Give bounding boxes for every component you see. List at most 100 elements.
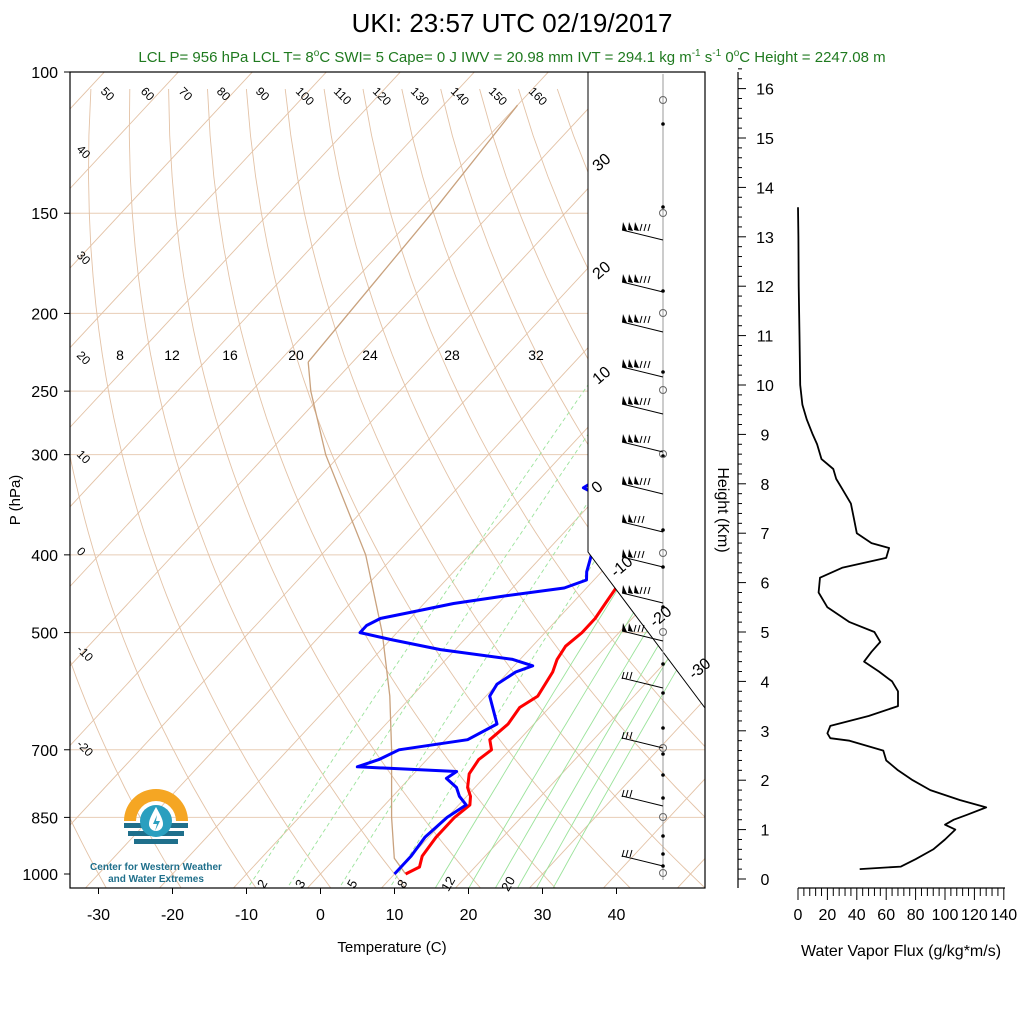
height-tick-label: 5 (761, 625, 770, 642)
height-tick-label: 10 (756, 378, 774, 395)
parcel-path (307, 362, 407, 875)
adiabat-label-left: 20 (74, 348, 94, 368)
adiabat-label: 100 (293, 84, 317, 108)
mixing-ratio-label: 28 (444, 347, 460, 363)
flux-tick-label: 0 (794, 907, 803, 924)
height-tick-label: 8 (761, 477, 770, 494)
mixing-ratio-line (338, 330, 704, 888)
wind-level-dot (661, 752, 665, 756)
x-tick-label: 10 (386, 907, 404, 924)
y-tick-label: 200 (31, 306, 58, 323)
wind-barb (621, 476, 664, 495)
isotherm-line (70, 72, 253, 269)
dry-adiabat (245, 88, 631, 888)
wind-barb (621, 789, 664, 807)
dry-adiabat (868, 89, 1024, 891)
dry-adiabat (713, 89, 1024, 891)
dry-adiabat (168, 88, 482, 888)
adiabat-label: 60 (138, 84, 158, 104)
dry-adiabat (207, 88, 556, 888)
isotherm-line (70, 72, 475, 508)
x-tick-label: 20 (460, 907, 478, 924)
isotherm-line (84, 221, 705, 888)
y-tick-label: 300 (31, 448, 58, 465)
adiabat-label-left: 0 (74, 544, 89, 559)
isotherm-line (158, 300, 705, 888)
adiabat-label: 50 (98, 84, 118, 104)
adiabat-label-left: -20 (74, 737, 96, 759)
logo-line-2: and Water Extremes (108, 874, 204, 885)
dry-adiabat (401, 88, 705, 677)
height-tick-label: 9 (761, 427, 770, 444)
x-tick-label: -30 (87, 907, 110, 924)
wind-level-circle (659, 549, 667, 557)
wind-level-dot (661, 796, 665, 800)
height-tick-label: 6 (761, 576, 770, 593)
flux-tick-label: 20 (819, 907, 837, 924)
adiabat-label-left: 40 (74, 142, 94, 162)
wind-level-dot (661, 662, 665, 666)
dry-adiabat (440, 88, 705, 607)
dry-adiabat (829, 89, 1024, 891)
wind-barb (621, 222, 664, 241)
chart-title: UKI: 23:57 UTC 02/19/2017 (351, 8, 673, 38)
wind-level-dot (661, 454, 665, 458)
wind-barb (621, 731, 664, 749)
wind-level-circle (659, 386, 667, 394)
mixing-ratio-label-bottom: 20 (498, 874, 518, 894)
flux-tick-label: 80 (907, 907, 925, 924)
y-axis-title: P (hPa) (7, 475, 24, 526)
wind-barb (621, 623, 664, 642)
isotherm-line (70, 72, 179, 190)
wind-barb (621, 274, 664, 293)
mixing-ratio-line (494, 534, 705, 888)
dry-adiabat (362, 88, 705, 748)
dry-adiabat (88, 88, 332, 888)
height-tick-label: 16 (756, 82, 774, 99)
x-tick-label: 30 (534, 907, 552, 924)
x-tick-label: -10 (235, 907, 258, 924)
wind-panel (588, 72, 720, 888)
wind-level-dot (661, 834, 665, 838)
flux-tick-label: 40 (848, 907, 866, 924)
wind-level-dot (661, 528, 665, 532)
logo-line-1: Center for Western Weather (90, 862, 222, 873)
adiabat-label: 150 (486, 84, 510, 108)
isotherm-line (70, 72, 549, 588)
wind-level-circle (659, 744, 667, 752)
isotherm-line (749, 35, 1024, 891)
wind-level-dot (661, 370, 665, 374)
y-tick-label: 150 (31, 206, 58, 223)
adiabat-label-left: 30 (74, 248, 94, 268)
height-tick-label: 12 (756, 279, 774, 296)
adiabat-label-left: 10 (74, 447, 94, 467)
y-tick-label: 100 (31, 65, 58, 82)
wind-level-dot (661, 691, 665, 695)
x-tick-label: 0 (316, 907, 325, 924)
dry-adiabat (284, 88, 705, 888)
wind-level-dot (661, 205, 665, 209)
logo-icon (124, 789, 188, 844)
wind-level-circle (659, 96, 667, 104)
wind-level-dot (661, 773, 665, 777)
dry-adiabat (791, 89, 1024, 891)
mixing-ratio-label: 24 (362, 347, 378, 363)
mixing-ratio-label-bottom: 12 (438, 874, 458, 894)
y-tick-label: 400 (31, 548, 58, 565)
wind-level-dot (661, 852, 665, 856)
isotherm-line (380, 539, 705, 888)
wind-level-circle (659, 869, 667, 877)
y-tick-label: 700 (31, 743, 58, 760)
height-tick-label: 1 (761, 823, 770, 840)
flux-axis-title: Water Vapor Flux (g/kg*m/s) (801, 943, 1001, 960)
mixing-ratio-line (517, 566, 705, 888)
x-tick-label: 40 (608, 907, 626, 924)
height-tick-label: 2 (761, 773, 770, 790)
isotherm-line (454, 619, 705, 888)
adiabat-label: 80 (214, 84, 234, 104)
dry-adiabat (70, 817, 107, 888)
wind-barb (621, 396, 664, 415)
mixing-ratio-line (247, 330, 627, 888)
dry-adiabat (70, 453, 257, 888)
